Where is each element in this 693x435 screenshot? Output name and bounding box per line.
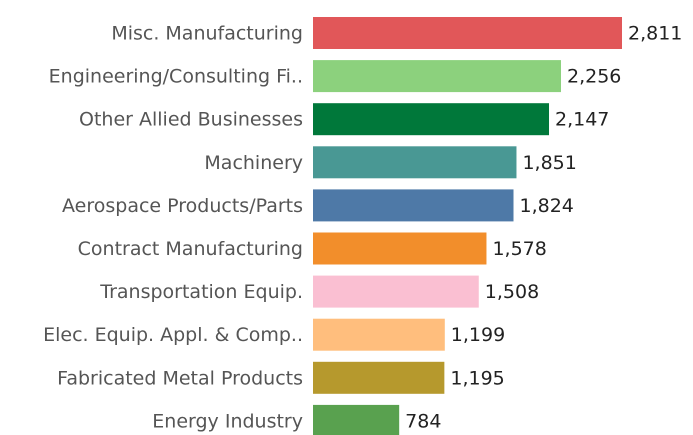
value-label: 1,851 xyxy=(522,152,576,174)
value-label: 784 xyxy=(405,410,441,432)
category-label: Engineering/Consulting Fi.. xyxy=(49,66,303,88)
value-label: 1,199 xyxy=(451,324,505,346)
bar xyxy=(313,318,445,351)
value-label: 2,147 xyxy=(555,109,609,131)
category-label: Misc. Manufacturing xyxy=(111,23,303,45)
bar xyxy=(313,275,479,308)
value-label: 2,811 xyxy=(628,23,682,45)
category-label: Energy Industry xyxy=(152,410,303,432)
bar xyxy=(313,404,400,435)
value-label: 1,508 xyxy=(485,281,539,303)
category-label: Other Allied Businesses xyxy=(79,109,303,131)
bar xyxy=(313,17,622,49)
value-label: 1,578 xyxy=(492,238,546,260)
bar xyxy=(313,60,561,93)
value-label: 1,195 xyxy=(450,367,504,389)
category-label: Elec. Equip. Appl. & Comp.. xyxy=(43,324,303,346)
category-label: Transportation Equip. xyxy=(99,281,303,303)
bar xyxy=(313,189,514,222)
category-label: Fabricated Metal Products xyxy=(57,367,303,389)
bar xyxy=(313,361,445,394)
value-label: 2,256 xyxy=(567,66,621,88)
category-label: Machinery xyxy=(204,152,303,174)
bar xyxy=(313,103,550,136)
value-label: 1,824 xyxy=(520,195,574,217)
bar xyxy=(313,232,487,265)
category-label: Aerospace Products/Parts xyxy=(62,195,303,217)
bar xyxy=(313,146,517,179)
category-label: Contract Manufacturing xyxy=(78,238,303,260)
